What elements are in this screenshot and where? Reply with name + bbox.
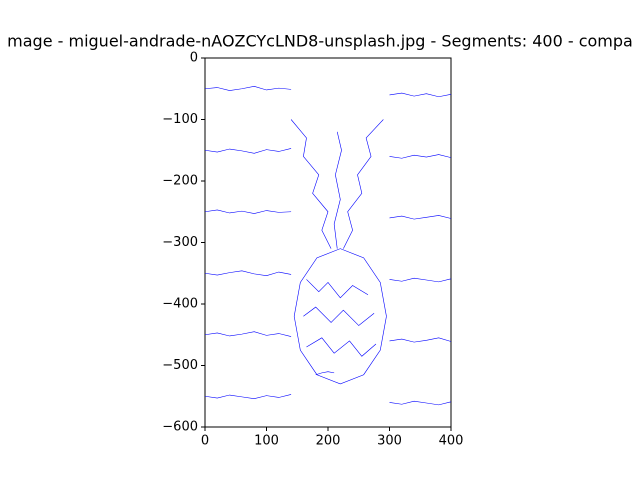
segment-boundary (204, 270, 292, 277)
segment-boundary (204, 148, 292, 154)
segment-boundary (389, 400, 452, 406)
segment-boundary (303, 306, 375, 326)
y-tick-label: −600 (162, 420, 198, 435)
x-tick-label: 100 (254, 434, 279, 449)
segment-boundary (389, 277, 452, 283)
segment-boundary (343, 119, 384, 249)
x-tick-label: 400 (439, 434, 464, 449)
segment-boundary (293, 248, 387, 385)
y-tick-label: −100 (162, 112, 198, 127)
segment-boundary (389, 154, 452, 159)
x-tick-label: 200 (316, 434, 341, 449)
segment-boundary (306, 279, 369, 299)
segment-boundary (333, 131, 342, 249)
segment-boundary (315, 371, 335, 376)
y-tick-label: 0 (190, 51, 198, 66)
segment-boundary (204, 209, 292, 214)
segment-boundary (389, 215, 452, 220)
x-tick-label: 300 (377, 434, 402, 449)
segment-boundary (389, 92, 452, 98)
x-tick-label: 0 (201, 434, 209, 449)
y-tick-label: −500 (162, 358, 198, 373)
chart-title: mage - miguel-andrade-nAOZCYcLND8-unspla… (7, 32, 633, 51)
y-tick-label: −200 (162, 174, 198, 189)
segment-boundary (306, 337, 377, 357)
segment-boundary (389, 337, 452, 343)
y-tick-label: −300 (162, 235, 198, 250)
segment-boundary (290, 119, 332, 249)
segment-boundary (204, 85, 292, 91)
segment-boundary (204, 394, 292, 400)
segment-boundary (204, 331, 292, 337)
y-tick-label: −400 (162, 297, 198, 312)
